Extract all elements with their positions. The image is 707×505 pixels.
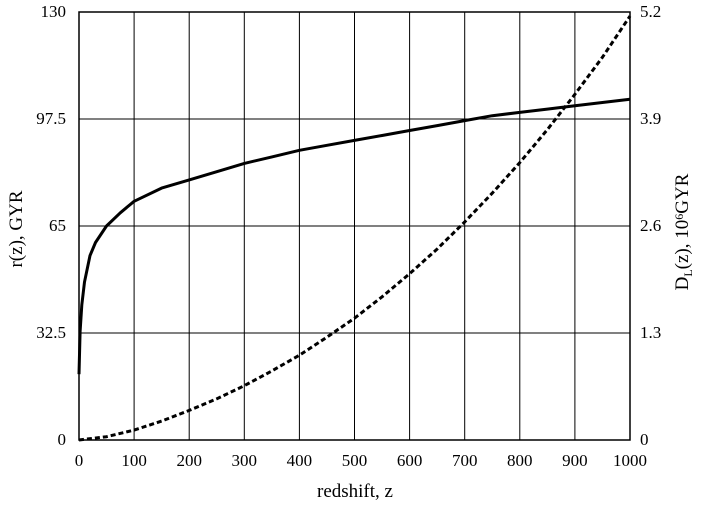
x-tick-label: 1000 (613, 451, 647, 470)
plot-area-frame (78, 11, 631, 441)
dashed-series-line (78, 15, 632, 442)
x-tick-label: 100 (121, 451, 147, 470)
right-y-title-superscript: 6 (672, 214, 686, 220)
right-y-tick-label: 2.6 (640, 216, 661, 235)
x-axis-tick-labels: 0 100 200 300 400 500 600 700 800 900 1000 (75, 451, 647, 470)
right-y-title-subscript: L (681, 269, 695, 276)
x-tick-label: 800 (507, 451, 533, 470)
right-y-axis-tick-labels: 0 1.3 2.6 3.9 5.2 (640, 2, 661, 449)
left-y-axis-title: r(z), GYR (6, 190, 27, 267)
right-y-tick-label: 1.3 (640, 323, 661, 342)
x-tick-label: 300 (232, 451, 258, 470)
right-y-tick-label: 5.2 (640, 2, 661, 21)
x-tick-label: 0 (75, 451, 84, 470)
left-y-tick-label: 130 (41, 2, 67, 21)
x-tick-label: 900 (562, 451, 588, 470)
right-y-tick-label: 3.9 (640, 109, 661, 128)
right-y-title-unit: GYR (672, 173, 693, 213)
right-y-tick-label: 0 (640, 430, 649, 449)
solid-series-line (77, 97, 631, 375)
x-tick-label: 500 (342, 451, 368, 470)
x-tick-label: 400 (287, 451, 313, 470)
right-y-axis-title: DL(z), 106GYR (672, 173, 695, 290)
series-lines (77, 15, 632, 442)
x-tick-label: 600 (397, 451, 423, 470)
left-y-axis-tick-labels: 0 32.5 65 97.5 130 (36, 2, 66, 449)
right-y-title-main: D (672, 277, 693, 291)
left-y-tick-label: 0 (58, 430, 67, 449)
x-axis-title: redshift, z (317, 481, 393, 502)
x-tick-label: 200 (176, 451, 202, 470)
left-y-tick-label: 32.5 (36, 323, 66, 342)
left-y-tick-label: 65 (49, 216, 66, 235)
left-y-tick-label: 97.5 (36, 109, 66, 128)
x-tick-label: 700 (452, 451, 478, 470)
right-y-title-part: (z), 10 (672, 220, 693, 270)
